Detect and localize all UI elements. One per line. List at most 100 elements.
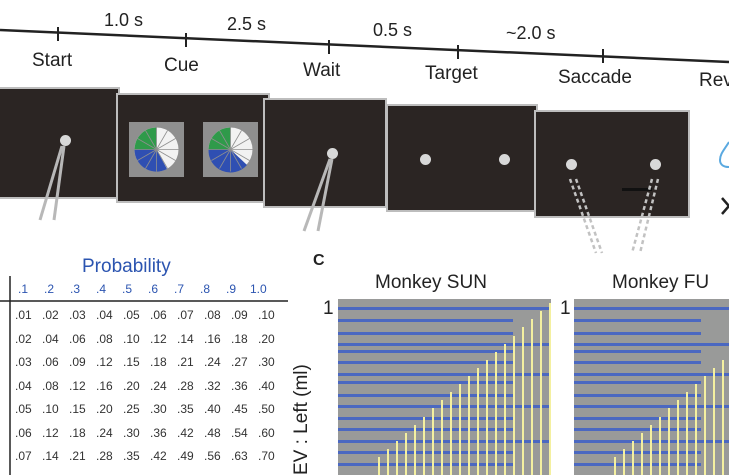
table-cell: .20 <box>96 402 113 416</box>
table-cell: .30 <box>150 402 167 416</box>
table-cell: .24 <box>204 355 221 369</box>
table-cell: .21 <box>177 355 194 369</box>
heatmap-column-band <box>632 440 634 475</box>
table-cell: .45 <box>231 402 248 416</box>
table-cell: .56 <box>204 449 221 463</box>
heatmap-column-band <box>650 424 652 475</box>
table-cell: .30 <box>258 355 275 369</box>
heatmap-row-band <box>338 343 551 346</box>
heatmap-title-right: Monkey FU <box>612 272 710 293</box>
column-header: .9 <box>226 282 237 296</box>
heatmap-column-band <box>668 408 670 475</box>
pie-cue-icon <box>208 127 253 173</box>
table-cell: .24 <box>150 378 167 393</box>
table-cell: .04 <box>42 331 59 346</box>
table-cell: .03 <box>15 355 32 369</box>
heatmap-row-band <box>338 451 513 454</box>
target-dot-right <box>650 159 661 170</box>
heatmap-column-band <box>522 327 524 475</box>
heatmap-row-band <box>338 361 513 364</box>
heatmap-column-band <box>641 432 643 475</box>
heatmap-row-band <box>574 319 702 322</box>
table-cell: .35 <box>123 449 140 463</box>
table-cell: .40 <box>258 378 275 393</box>
table-cell: .36 <box>231 378 248 393</box>
heatmap-column-band <box>513 335 515 475</box>
cue-stimulus-right <box>203 122 258 177</box>
table-cell: .24 <box>96 425 113 440</box>
table-cell: .07 <box>15 449 32 463</box>
table-cell: .14 <box>42 449 59 463</box>
table-cell: .14 <box>177 331 194 346</box>
heatmap-column-band <box>713 367 715 475</box>
heatmap-row-band <box>338 440 551 443</box>
target-dot-right <box>499 154 510 165</box>
table-cell: .25 <box>123 402 140 416</box>
probability-title: Probability <box>82 256 171 277</box>
heatmap-row-band <box>574 405 729 408</box>
column-header: 1.0 <box>250 282 267 296</box>
table-cell: .18 <box>150 355 167 369</box>
table-cell: .10 <box>42 402 59 416</box>
column-header: .3 <box>70 282 81 296</box>
table-cell: .32 <box>204 378 221 393</box>
cue-stimulus-left <box>129 122 184 177</box>
table-cell: .07 <box>177 308 194 322</box>
heatmap-row-band <box>338 350 513 353</box>
table-cell: .48 <box>204 425 221 440</box>
eye-gaze-dashed-lines <box>568 178 660 254</box>
table-cell: .08 <box>96 331 113 346</box>
heatmap-row-band <box>574 332 702 335</box>
column-header: .4 <box>96 282 107 296</box>
heatmap-column-band <box>468 376 470 475</box>
heatmap-row-band <box>338 405 551 408</box>
y-axis-label: EV : Left (ml) <box>291 364 312 475</box>
pie-cue-icon <box>134 127 179 172</box>
heatmap-column-band <box>459 384 461 475</box>
target-dot-left <box>420 154 431 165</box>
table-cell: .09 <box>69 355 86 369</box>
cue-screen <box>116 93 270 203</box>
heatmap-row-band <box>338 417 513 420</box>
table-cell: .35 <box>177 402 194 416</box>
table-row: .07 .14 .21 .28 .35 .42 .49 .56 .63 .70 <box>15 449 285 463</box>
heatmap-column-band <box>396 440 398 475</box>
table-cell: .21 <box>69 449 86 463</box>
table-cell: .06 <box>69 331 86 346</box>
saccade-screen <box>534 110 690 218</box>
heatmap-row-band <box>574 350 702 353</box>
heatmap-row-band <box>338 381 513 384</box>
timeline-axis <box>0 27 729 64</box>
table-cell: .12 <box>69 378 86 393</box>
target-screen <box>386 104 538 212</box>
heatmap-column-band <box>531 319 533 475</box>
event-start: Start <box>32 50 73 71</box>
heatmap-column-band <box>477 367 479 475</box>
table-row: .02 .04 .06 .08 .10 .12 .14 .16 .18 .20 <box>15 332 285 346</box>
heatmap-column-band <box>659 416 661 475</box>
heatmap-row-band <box>338 428 513 431</box>
heatmap-right <box>574 299 729 475</box>
heatmap-column-band <box>722 359 724 475</box>
heatmap-row-band <box>338 463 513 466</box>
table-cell: .42 <box>177 425 194 440</box>
duration-1: 1.0 s <box>104 10 144 30</box>
column-header: .1 <box>18 282 29 296</box>
eye-gaze-lines <box>302 158 334 232</box>
y-tick-left: 1 <box>323 298 334 319</box>
table-cell: .50 <box>258 402 275 416</box>
table-cell: .63 <box>231 449 248 463</box>
table-row: .05 .10 .15 .20 .25 .30 .35 .40 .45 .50 <box>15 402 285 416</box>
table-cell: .18 <box>231 331 248 346</box>
duration-3: 0.5 s <box>373 20 413 40</box>
heatmap-row-band <box>574 428 702 431</box>
table-cell: .06 <box>150 308 167 322</box>
table-cell: .42 <box>150 449 167 463</box>
column-header: .6 <box>148 282 159 296</box>
heatmap-title-left: Monkey SUN <box>375 272 487 293</box>
table-row: .04 .08 .12 .16 .20 .24 .28 .32 .36 .40 <box>15 379 285 393</box>
heatmap-row-band <box>574 373 729 376</box>
table-cell: .08 <box>204 308 221 322</box>
column-header: .5 <box>122 282 133 296</box>
table-row: .06 .12 .18 .24 .30 .36 .42 .48 .54 .60 <box>15 426 285 440</box>
